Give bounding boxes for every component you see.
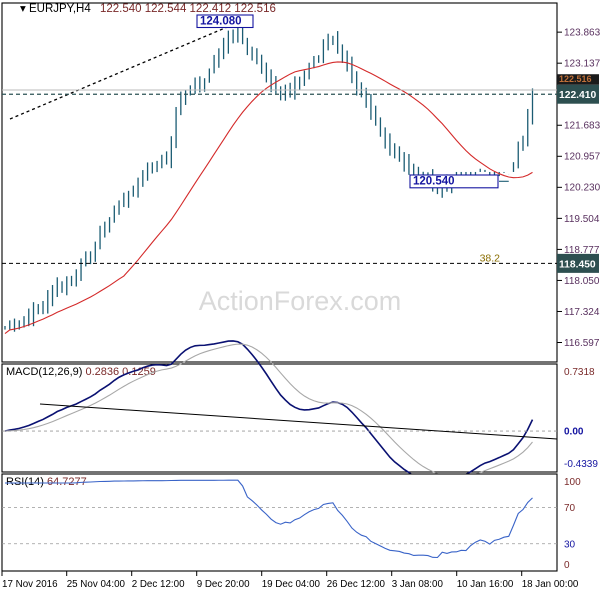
svg-text:ActionForex.com: ActionForex.com — [199, 286, 402, 316]
svg-text:3 Jan 08:00: 3 Jan 08:00 — [392, 579, 444, 590]
svg-text:0: 0 — [564, 560, 570, 571]
svg-text:119.504: 119.504 — [564, 214, 600, 225]
svg-text:118.050: 118.050 — [564, 276, 600, 287]
svg-text:122.410: 122.410 — [559, 90, 596, 101]
svg-text:0.00: 0.00 — [564, 427, 584, 438]
svg-text:123.137: 123.137 — [564, 59, 600, 70]
svg-text:0.7318: 0.7318 — [564, 367, 595, 378]
svg-text:RSI(14) 64.7277: RSI(14) 64.7277 — [6, 476, 87, 488]
svg-text:118.450: 118.450 — [559, 259, 596, 270]
svg-text:17 Nov 2016: 17 Nov 2016 — [2, 579, 58, 590]
svg-text:10 Jan 16:00: 10 Jan 16:00 — [457, 579, 514, 590]
svg-text:19 Dec 04:00: 19 Dec 04:00 — [262, 579, 321, 590]
svg-text:120.230: 120.230 — [564, 183, 600, 194]
svg-text:-0.4339: -0.4339 — [564, 459, 598, 470]
svg-text:26 Dec 12:00: 26 Dec 12:00 — [327, 579, 386, 590]
svg-text:38.2: 38.2 — [480, 252, 501, 264]
svg-text:18 Jan 00:00: 18 Jan 00:00 — [522, 579, 579, 590]
svg-text:30: 30 — [564, 539, 576, 550]
svg-text:116.597: 116.597 — [564, 338, 600, 349]
svg-text:25 Nov 04:00: 25 Nov 04:00 — [67, 579, 126, 590]
svg-text:70: 70 — [564, 503, 576, 514]
svg-text:2 Dec 12:00: 2 Dec 12:00 — [132, 579, 185, 590]
svg-text:124.080: 124.080 — [200, 15, 242, 27]
svg-text:▾ EURJPY,H4: ▾ EURJPY,H4 — [20, 3, 91, 15]
svg-text:122.516: 122.516 — [559, 74, 592, 84]
svg-text:123.863: 123.863 — [564, 28, 600, 39]
svg-text:122.540 122.544 122.412 122.51: 122.540 122.544 122.412 122.516 — [100, 3, 276, 15]
svg-text:120.540: 120.540 — [413, 176, 455, 188]
svg-text:121.683: 121.683 — [564, 121, 600, 132]
svg-text:120.957: 120.957 — [564, 152, 600, 163]
svg-text:117.324: 117.324 — [564, 307, 600, 318]
svg-text:9 Dec 20:00: 9 Dec 20:00 — [197, 579, 250, 590]
svg-text:100: 100 — [564, 477, 581, 488]
